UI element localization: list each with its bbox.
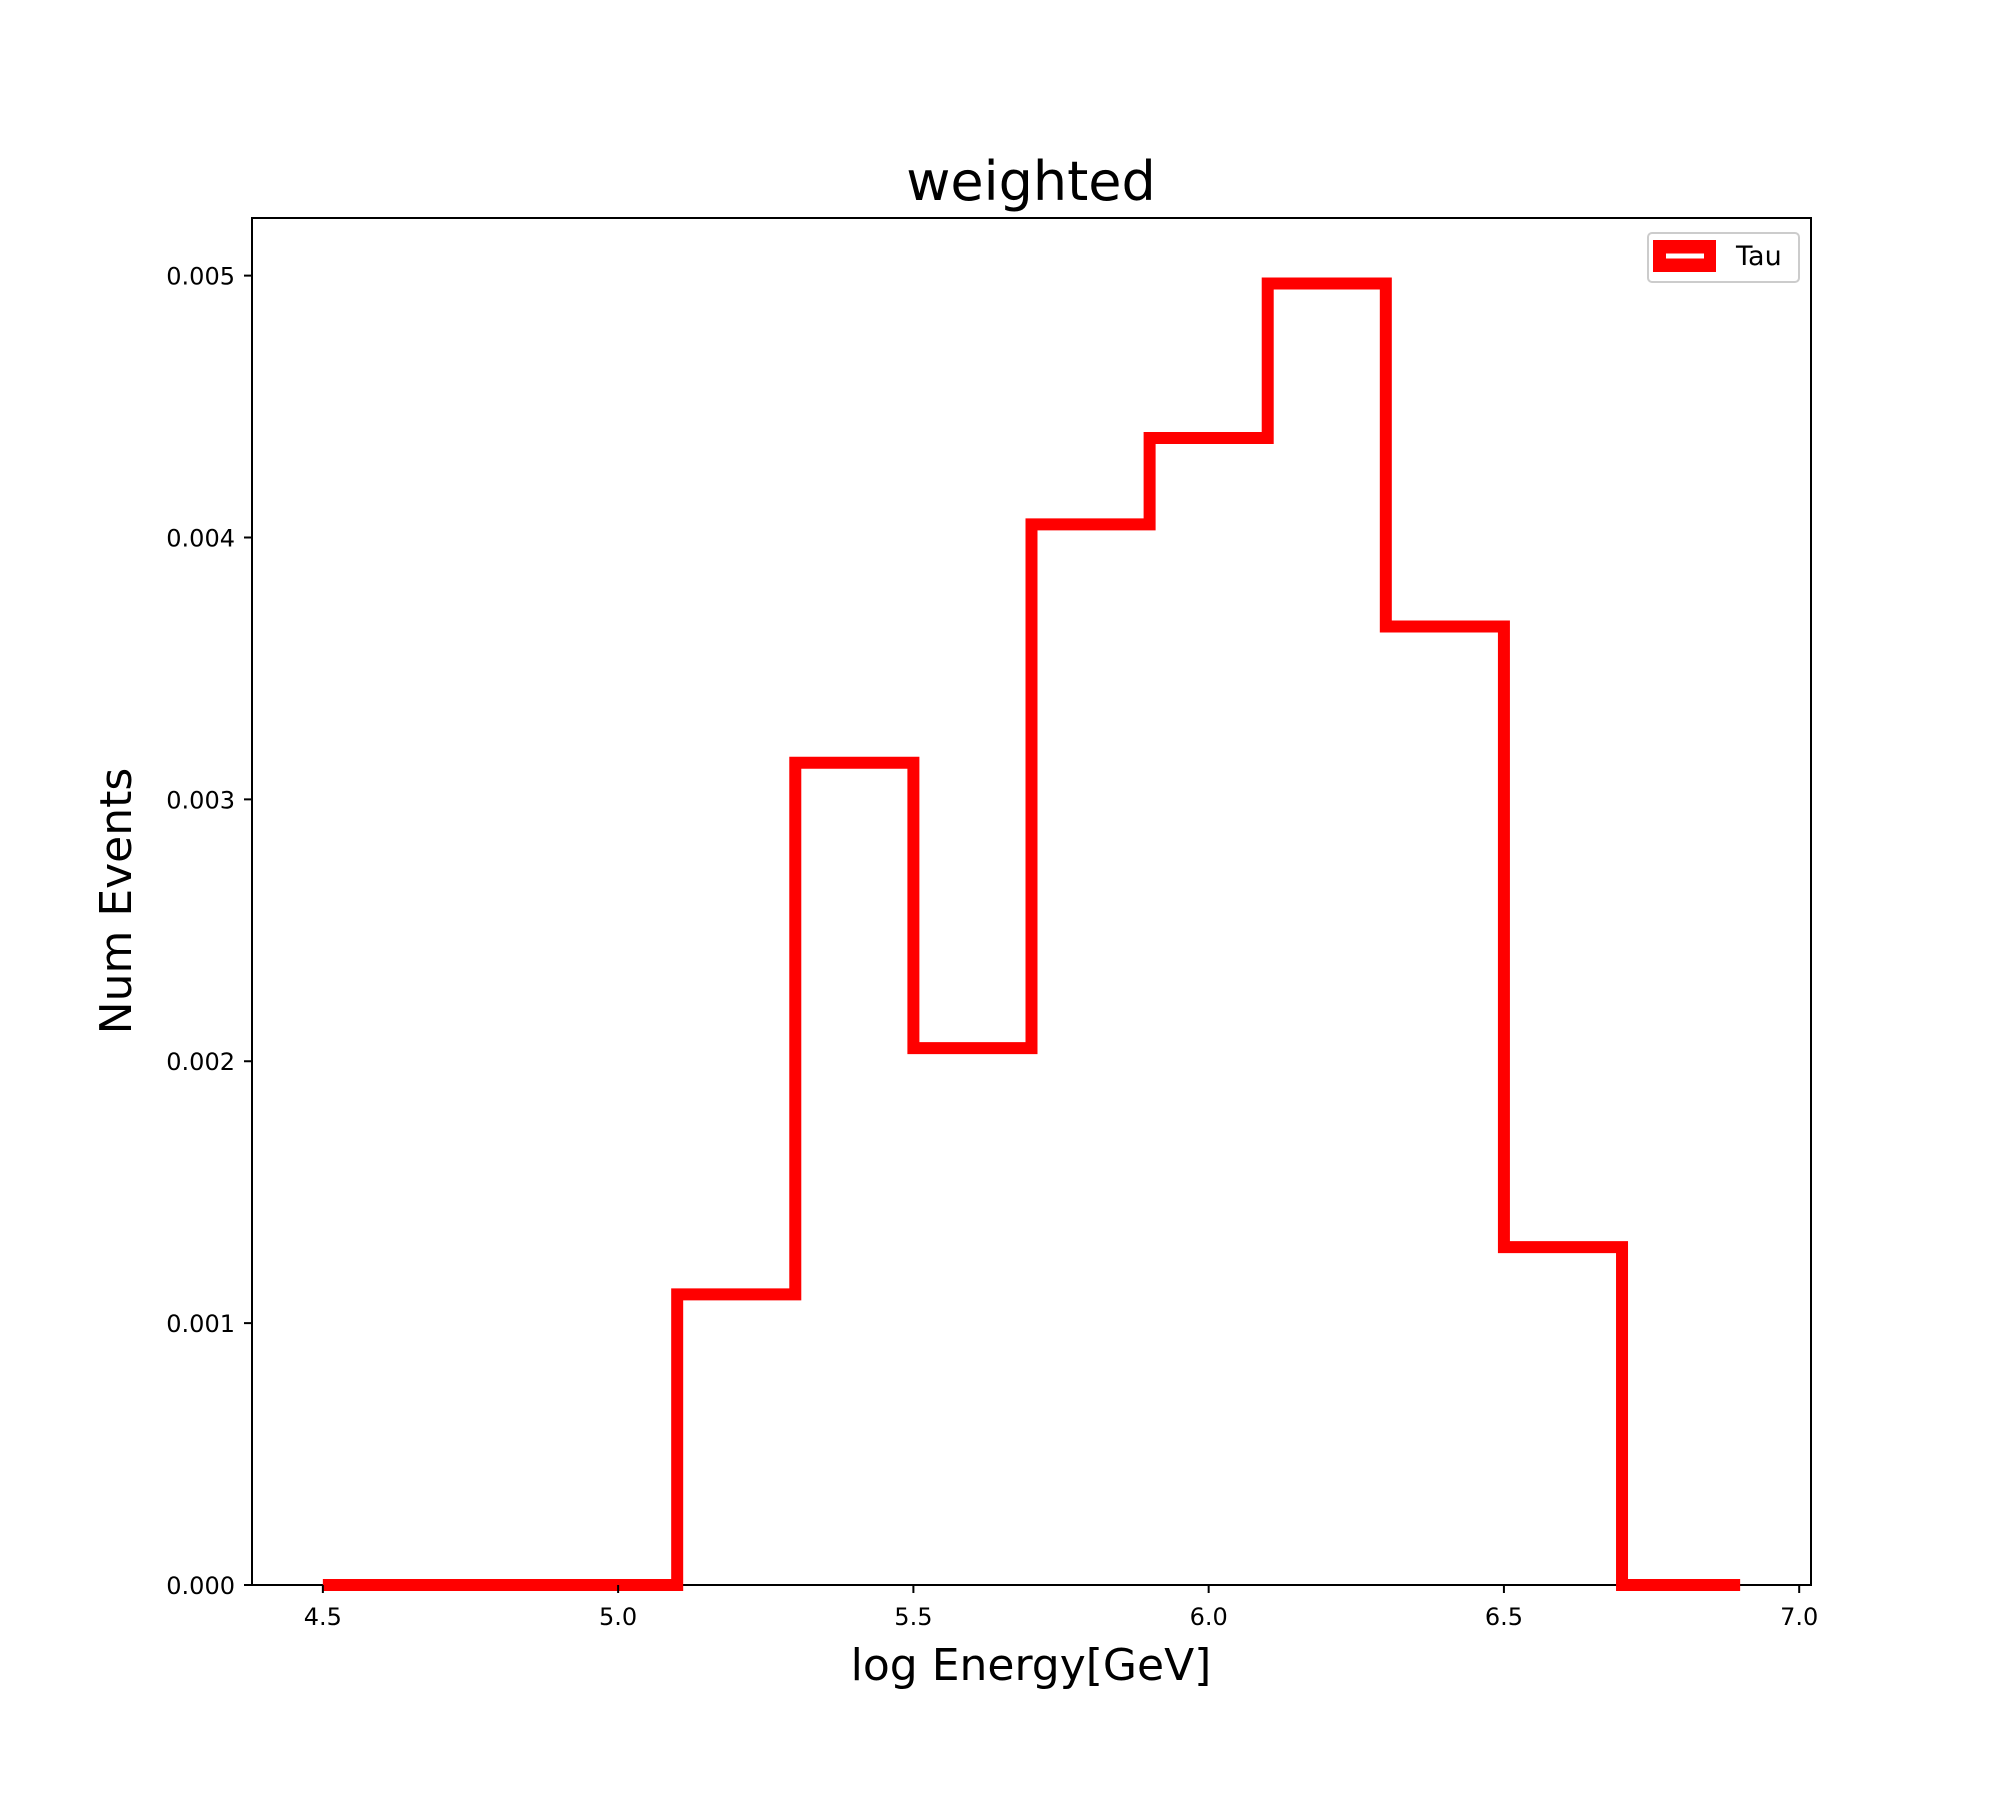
histogram-bin [795,763,913,1585]
histogram-layer [322,277,1741,1591]
x-tick-label: 7.0 [1780,1603,1818,1631]
y-tick-label: 0.002 [166,1048,235,1076]
histogram-bin [1032,524,1150,1585]
chart-title: weighted [906,150,1156,213]
x-tick-label: 6.0 [1190,1603,1228,1631]
y-tick-label: 0.000 [166,1572,235,1600]
x-tick-label: 6.5 [1485,1603,1523,1631]
histogram-bin [677,1294,795,1585]
x-axis: 4.5 5.0 5.5 6.0 6.5 7.0 [304,1585,1818,1631]
histogram-bin [913,1048,1031,1585]
axes-frame [251,217,1812,1586]
histogram-bin [1386,627,1504,1585]
legend-label-tau: Tau [1735,241,1782,272]
histogram-bin [1268,283,1386,1585]
histogram-step-line-tau [322,277,1741,1591]
x-tick-label: 5.0 [599,1603,637,1631]
x-axis-label: log Energy[GeV] [851,1640,1212,1691]
y-axis-label: Num Events [91,768,142,1035]
y-tick-label: 0.003 [166,786,235,814]
y-axis: 0.000 0.001 0.002 0.003 0.004 0.005 [166,263,252,1600]
plot-area: 4.5 5.0 5.5 6.0 6.5 7.0 0.0000.0010.0020.0030… [166,217,1818,1631]
y-tick-label: 0.005 [166,263,235,291]
y-tick-label: 0.001 [166,1310,235,1338]
legend: Tau [1647,232,1800,283]
histogram-bin [1504,1247,1622,1585]
x-tick-label: 5.5 [894,1603,932,1631]
histogram-bin [1150,438,1268,1585]
y-tick-label: 0.004 [166,524,235,552]
x-tick-label: 4.5 [304,1603,342,1631]
